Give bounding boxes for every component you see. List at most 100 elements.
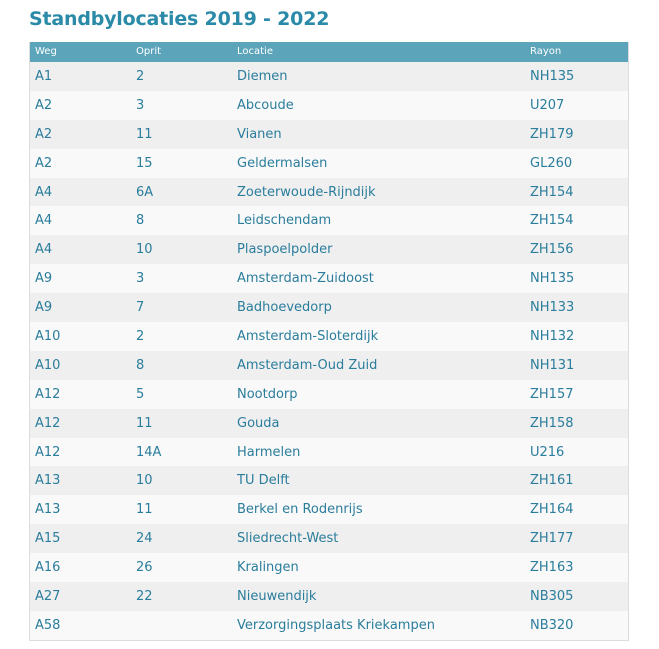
cell-oprit: 10 [136,242,153,258]
cell-oprit [131,611,232,640]
cell-rayon: ZH179 [530,126,574,142]
cell-locatie: Leidschendam [237,213,332,229]
cell-locatie: Kralingen [237,560,299,576]
cell-oprit: 2 [136,68,145,84]
cell-rayon: U207 [530,97,565,113]
cell-weg: A58 [35,617,61,633]
cell-oprit: 22 [136,588,153,604]
cell-locatie: Abcoude [237,97,294,113]
cell-locatie: Badhoevedorp [237,300,332,316]
header-locatie: Locatie [237,46,273,57]
table-row: A27 22 Nieuwendijk NB305 [30,582,628,611]
cell-rayon: NH133 [530,300,575,316]
cell-rayon: ZH161 [530,473,574,489]
cell-rayon: ZH154 [530,184,574,200]
cell-weg: A12 [35,415,61,431]
cell-rayon: ZH177 [530,531,574,547]
cell-rayon: NB305 [530,588,574,604]
cell-weg: A2 [35,155,53,171]
table-row: A9 3 Amsterdam-Zuidoost NH135 [30,264,628,294]
cell-weg: A10 [35,357,61,373]
cell-weg: A10 [35,328,61,344]
cell-rayon: NB320 [530,617,574,633]
data-table: Weg Oprit Locatie Rayon A1 2 Diemen NH135 A2… [30,42,628,640]
table-row: A2 3 Abcoude U207 [30,90,628,120]
cell-locatie: Nootdorp [237,386,298,402]
cell-locatie: Amsterdam-Oud Zuid [237,357,378,373]
cell-oprit: 11 [136,502,153,518]
cell-rayon: ZH164 [530,502,574,518]
table-row: A58 Verzorgingsplaats Kriekampen NB320 [30,610,628,640]
cell-weg: A1 [35,68,53,84]
cell-oprit: 7 [136,300,145,316]
cell-locatie: Harmelen [237,444,301,460]
cell-weg: A15 [35,531,61,547]
cell-weg: A9 [35,271,53,287]
cell-locatie: Berkel en Rodenrijs [237,502,363,518]
table-row: A10 8 Amsterdam-Oud Zuid NH131 [30,350,628,380]
cell-locatie: Nieuwendijk [237,588,317,604]
table-row: A16 26 Kralingen ZH163 [30,553,628,583]
cell-rayon: ZH154 [530,213,574,229]
header-weg: Weg [35,46,57,57]
table-row: A15 24 Sliedrecht-West ZH177 [30,524,628,554]
cell-rayon: ZH163 [530,560,574,576]
table-row: A4 6A Zoeterwoude-Rijndijk ZH154 [30,177,628,207]
table-row: A1 2 Diemen NH135 [30,62,628,91]
cell-locatie: Plaspoelpolder [237,242,333,258]
cell-locatie: Diemen [237,68,288,84]
cell-locatie: Amsterdam-Sloterdijk [237,328,379,344]
cell-weg: A4 [35,184,53,200]
cell-locatie: Verzorgingsplaats Kriekampen [237,617,435,633]
header-oprit: Oprit [136,46,162,57]
cell-oprit: 10 [136,473,153,489]
cell-oprit: 3 [136,271,145,287]
header-row: Weg Oprit Locatie Rayon [30,42,628,62]
cell-oprit: 3 [136,97,145,113]
cell-rayon: NH132 [530,328,575,344]
cell-oprit: 26 [136,560,153,576]
table-row: A13 10 TU Delft ZH161 [30,466,628,496]
cell-oprit: 5 [136,386,145,402]
table-row: A10 2 Amsterdam-Sloterdijk NH132 [30,322,628,351]
cell-oprit: 8 [136,357,145,373]
table-row: A4 10 Plaspoelpolder ZH156 [30,235,628,265]
cell-oprit: 15 [136,155,153,171]
cell-rayon: ZH156 [530,242,574,258]
table-row: A12 5 Nootdorp ZH157 [30,379,628,409]
cell-locatie: Vianen [237,126,282,142]
cell-oprit: 11 [136,415,153,431]
table-row: A2 11 Vianen ZH179 [30,119,628,149]
cell-rayon: NH131 [530,357,575,373]
cell-oprit: 2 [136,328,145,344]
table-body: A1 2 Diemen NH135 A2 3 Abcoude U207 A2 11 Vianen ZH… [30,62,628,640]
cell-oprit: 24 [136,531,153,547]
header-rayon: Rayon [530,46,562,57]
cell-weg: A27 [35,588,61,604]
page-title: Standbylocaties 2019 - 2022 [29,8,330,30]
cell-weg: A16 [35,560,61,576]
cell-weg: A4 [35,242,53,258]
cell-oprit: 11 [136,126,153,142]
cell-weg: A12 [35,444,61,460]
table-row: A13 11 Berkel en Rodenrijs ZH164 [30,495,628,525]
cell-locatie: TU Delft [237,473,290,489]
cell-oprit: 6A [136,184,154,200]
cell-oprit: 8 [136,213,145,229]
cell-weg: A9 [35,300,53,316]
table-row: A2 15 Geldermalsen GL260 [30,148,628,178]
cell-weg: A2 [35,97,53,113]
cell-rayon: GL260 [530,155,573,171]
table-header: Weg Oprit Locatie Rayon [30,42,628,62]
cell-rayon: ZH158 [530,415,574,431]
table-row: A4 8 Leidschendam ZH154 [30,206,628,236]
cell-rayon: NH135 [530,68,575,84]
standby-locations-table: Weg Oprit Locatie Rayon A1 2 Diemen NH135 A2… [29,42,629,641]
cell-locatie: Gouda [237,415,280,431]
cell-oprit: 14A [136,444,162,460]
cell-locatie: Zoeterwoude-Rijndijk [237,184,376,200]
cell-weg: A4 [35,213,53,229]
cell-rayon: ZH157 [530,386,574,402]
table-row: A12 11 Gouda ZH158 [30,408,628,438]
cell-weg: A13 [35,502,61,518]
